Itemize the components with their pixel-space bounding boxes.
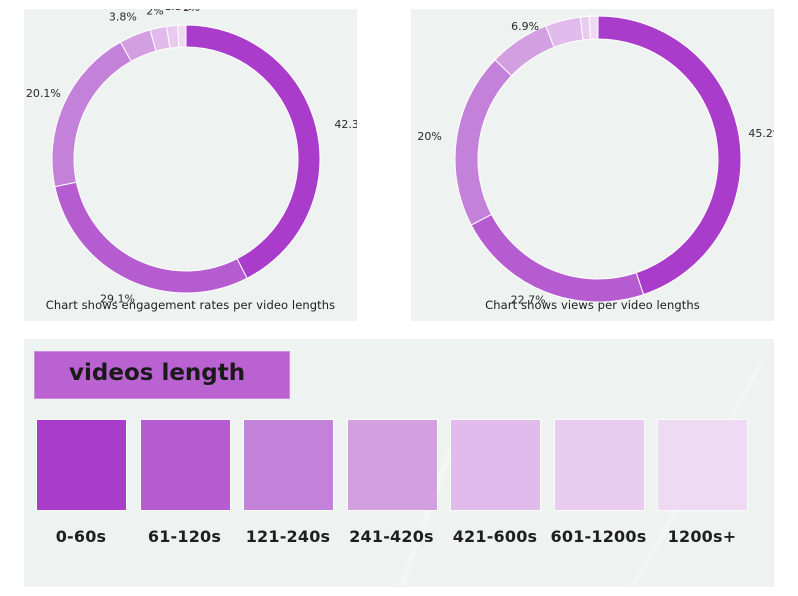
slice-label-241-420s: 6.9% <box>511 20 539 33</box>
engagement-chart-panel: 42.3% 29.1% 20.1% 3.8% 2%1.3%1% Chart shows … <box>24 9 357 321</box>
slice-label-241-420s: 3.8% <box>109 10 137 23</box>
legend-label-241-420s: 241-420s <box>349 527 434 546</box>
donut-slice-0-60s <box>185 24 321 279</box>
legend-label-121-240s: 121-240s <box>245 527 331 546</box>
donut-slice-61-120s <box>470 213 645 303</box>
slice-label-601-1200s: 1.3% <box>164 9 192 13</box>
donut-slice-121-240s <box>51 41 132 188</box>
slice-label-421-600s: 2% <box>146 9 163 17</box>
video-length-legend-panel: videos length 0-60s 61-120s 121-240s 241-42… <box>24 339 774 587</box>
slice-label-121-240s: 20% <box>417 130 441 143</box>
slice-label-121-240s: 20.1% <box>26 87 61 100</box>
slice-label-0-60s: 42.3% <box>334 118 357 131</box>
views-donut-chart: 45.2%22.7%20%6.9%4%1% <box>417 9 774 306</box>
legend-label-421-600s: 421-600s <box>452 527 538 546</box>
donut-slice-121-240s <box>454 59 513 226</box>
legend-swatch-61-120s <box>140 420 230 510</box>
engagement-donut-chart: 42.3% 29.1% 20.1% 3.8% 2%1.3%1% <box>26 9 357 305</box>
donut-slice-241-420s <box>494 25 555 77</box>
views-chart-panel: 45.2%22.7%20%6.9%4%1% Chart shows views … <box>411 9 774 321</box>
legend-title-box: videos length <box>34 351 290 399</box>
legend-swatch-0-60s <box>37 420 126 510</box>
slice-label-61-120s: 22.7% <box>511 293 546 306</box>
views-chart-caption: Chart shows views per video lengths <box>485 298 700 312</box>
legend-title: videos length <box>69 360 246 386</box>
legend-swatch-241-420s <box>347 420 437 510</box>
slice-label-0-60s: 45.2% <box>748 127 774 140</box>
legend-swatch-601-1200s <box>554 420 644 510</box>
donut-slice-1200s+ <box>588 15 599 40</box>
legend-label-601-1200s: 601-1200s <box>550 527 647 546</box>
engagement-chart-caption: Chart shows engagement rates per video l… <box>45 298 336 312</box>
donut-slice-61-120s <box>54 181 248 294</box>
slice-label-1200s+: 1% <box>183 9 200 14</box>
legend-label-61-120s: 61-120s <box>147 527 222 546</box>
slice-label-61-120s: 29.1% <box>100 292 135 305</box>
legend-label-1200s+: 1200s+ <box>667 527 737 546</box>
donut-slice-1200s+ <box>177 24 187 48</box>
slice-label-421-600s: 4% <box>568 9 585 11</box>
legend-swatch-421-600s <box>451 420 540 510</box>
legend-label-0-60s: 0-60s <box>55 527 107 546</box>
legend-swatch-121-240s <box>244 420 333 510</box>
legend-swatch-1200s+ <box>658 420 747 510</box>
donut-slice-0-60s <box>597 15 742 296</box>
